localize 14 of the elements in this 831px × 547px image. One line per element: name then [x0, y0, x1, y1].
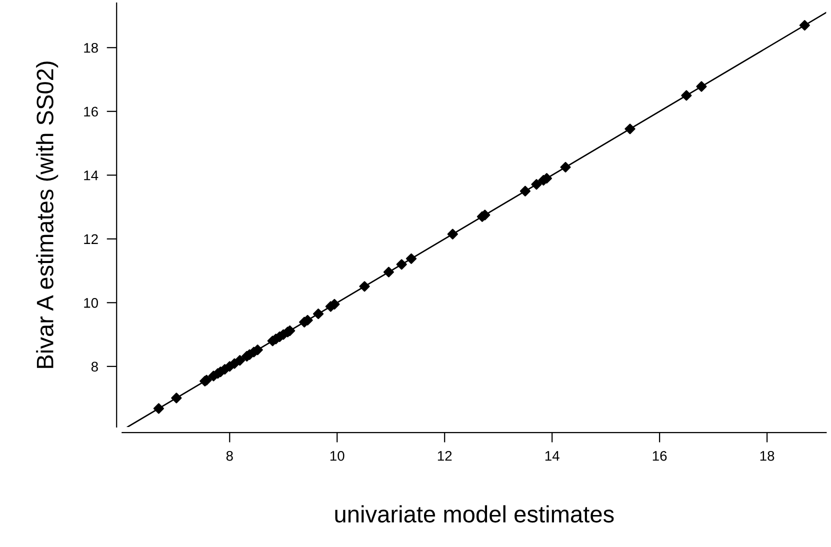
y-axis-title: Bivar A estimates (with SS02) [36, 62, 58, 368]
x-axis-title: univariate model estimates [335, 505, 614, 523]
y-tick-label: 10 [84, 298, 98, 308]
y-tick-label: 12 [84, 234, 98, 244]
x-tick-label: 14 [545, 451, 560, 461]
y-tick-label: 18 [84, 42, 98, 53]
x-tick-label: 12 [438, 450, 452, 461]
x-tick-label: 8 [226, 450, 233, 461]
x-tick-label: 18 [760, 450, 774, 461]
x-tick-label: 10 [330, 450, 344, 461]
y-tick-label: 8 [91, 362, 98, 372]
x-tick-label: 16 [652, 450, 667, 461]
y-tick-label: 14 [84, 170, 98, 180]
y-tick-label: 16 [84, 106, 98, 117]
